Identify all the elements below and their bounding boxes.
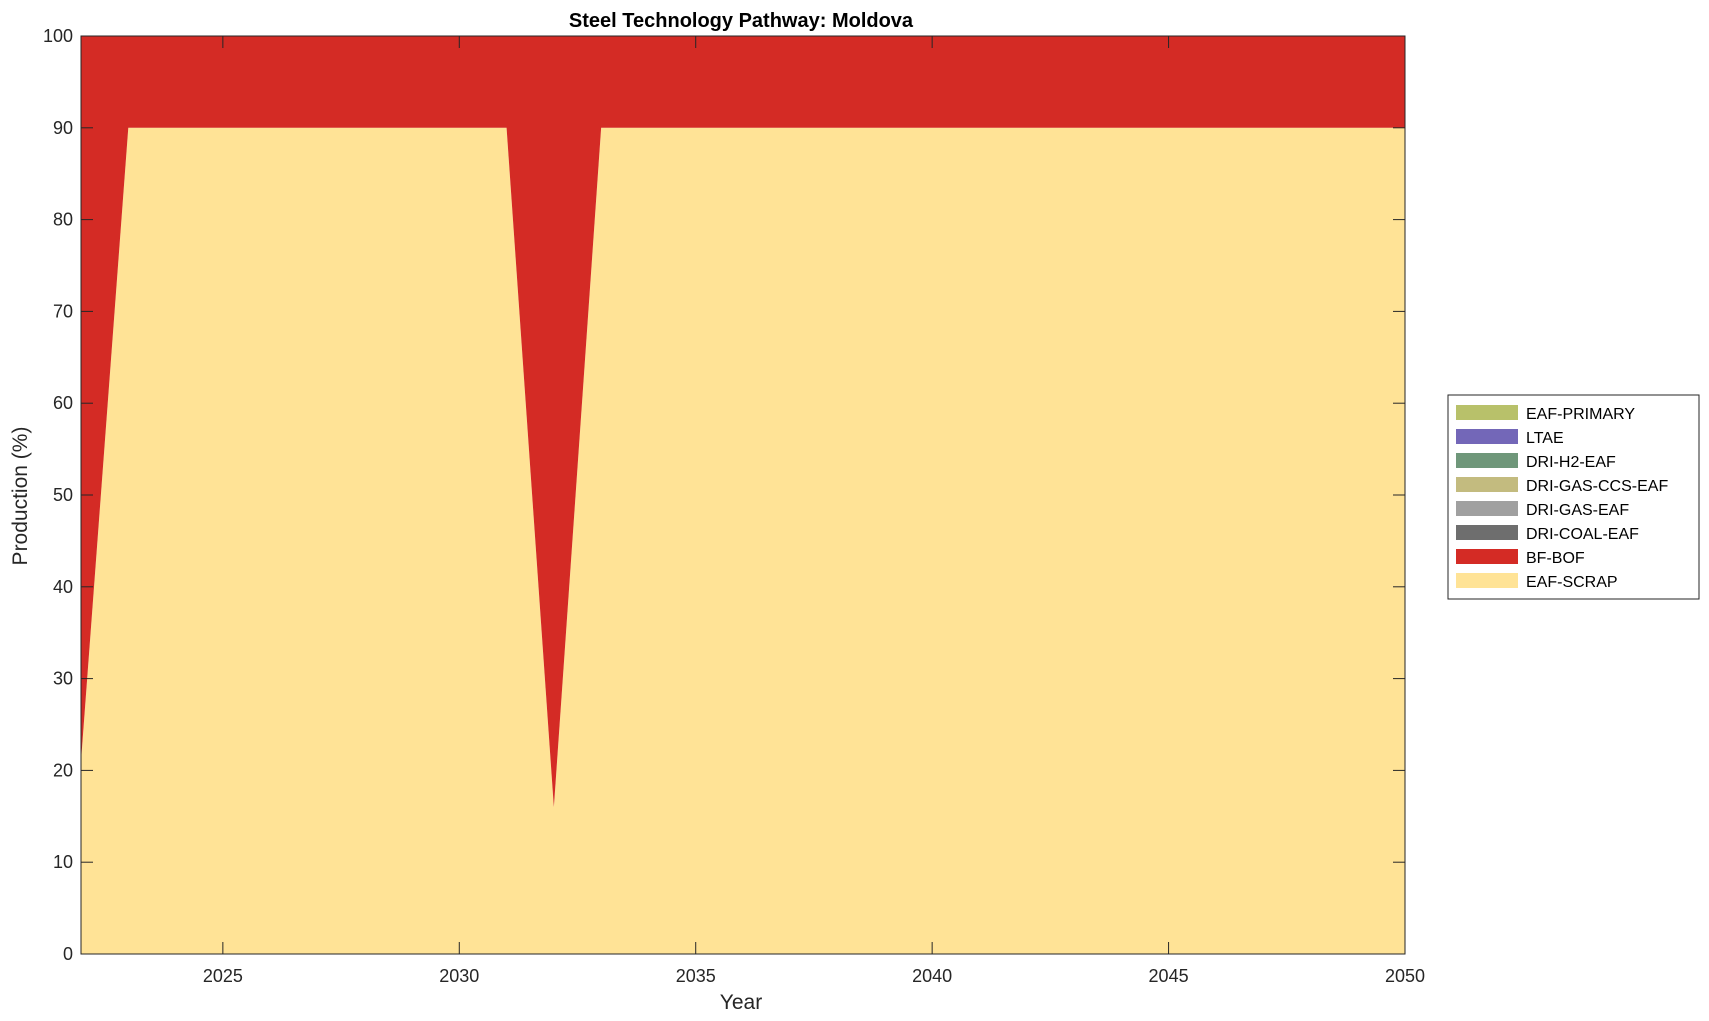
- area-eaf-scrap: [81, 127, 1405, 955]
- y-tick-label: 50: [53, 485, 73, 505]
- x-tick-label: 2045: [1149, 966, 1189, 986]
- x-tick-label: 2050: [1385, 966, 1425, 986]
- y-tick-label: 20: [53, 760, 73, 780]
- legend-label: EAF-PRIMARY: [1526, 406, 1635, 423]
- y-axis-title: Production (%): [9, 427, 32, 566]
- legend: EAF-PRIMARY LTAE DRI-H2-EAF DRI-GAS-CCS-EAF…: [1447, 394, 1700, 600]
- x-tick-label: 2030: [439, 966, 479, 986]
- legend-swatch: [1456, 429, 1518, 444]
- legend-label: DRI-GAS-CCS-EAF: [1526, 478, 1668, 495]
- y-tick-label: 90: [53, 118, 73, 138]
- x-tick-label: 2040: [912, 966, 952, 986]
- plot-area: [80, 35, 1406, 955]
- y-tick-label: 80: [53, 210, 73, 230]
- legend-swatch: [1456, 525, 1518, 540]
- y-tick-label: 100: [43, 26, 73, 46]
- y-tick-label: 70: [53, 301, 73, 321]
- legend-label: LTAE: [1526, 430, 1564, 447]
- legend-swatch: [1456, 453, 1518, 468]
- x-axis: 2025 2030 2035 2040 2045 2050: [203, 36, 1425, 986]
- legend-swatch: [1456, 573, 1518, 588]
- legend-label: DRI-COAL-EAF: [1526, 526, 1639, 543]
- y-tick-label: 30: [53, 669, 73, 689]
- area-bf-bof: [81, 36, 1405, 808]
- legend-label: DRI-H2-EAF: [1526, 454, 1616, 471]
- legend-swatch: [1456, 405, 1518, 420]
- y-axis: 0 10 20 30 40 50 60 70 80 90 100: [43, 26, 1405, 964]
- x-tick-label: 2035: [676, 966, 716, 986]
- x-tick-label: 2025: [203, 966, 243, 986]
- legend-label: DRI-GAS-EAF: [1526, 502, 1629, 519]
- y-tick-label: 0: [63, 944, 73, 964]
- y-tick-label: 60: [53, 393, 73, 413]
- legend-swatch: [1456, 549, 1518, 564]
- legend-swatch: [1456, 501, 1518, 516]
- y-tick-label: 10: [53, 852, 73, 872]
- legend-label: BF-BOF: [1526, 550, 1585, 567]
- legend-label: EAF-SCRAP: [1526, 574, 1618, 591]
- legend-swatch: [1456, 477, 1518, 492]
- y-tick-label: 40: [53, 577, 73, 597]
- chart-title: Steel Technology Pathway: Moldova: [569, 10, 914, 32]
- x-axis-title: Year: [720, 991, 762, 1014]
- legend-box: [1447, 394, 1700, 600]
